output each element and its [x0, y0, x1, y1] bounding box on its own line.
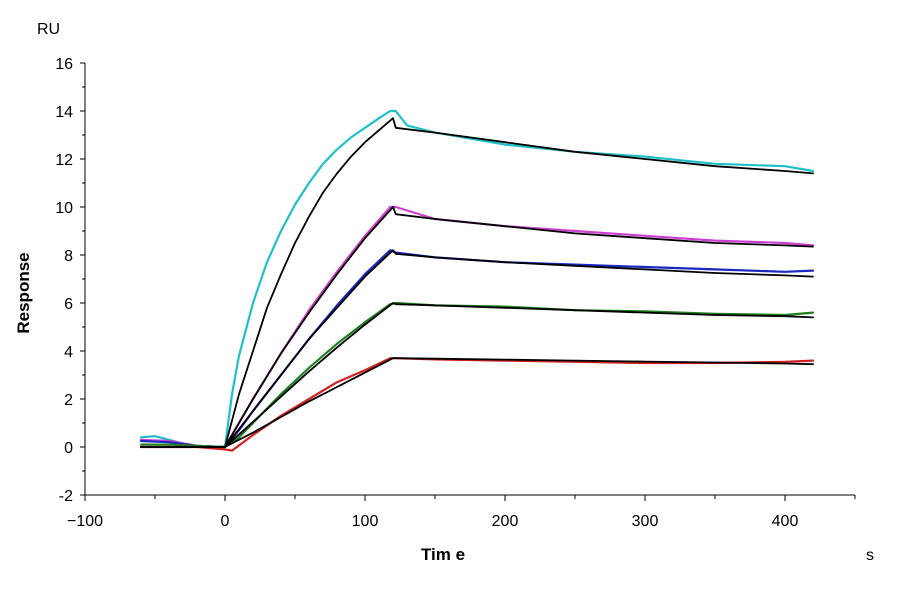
y-unit-label: RU — [37, 21, 60, 38]
fit-curve-line — [140, 357, 814, 448]
y-tick-label: 16 — [55, 56, 73, 73]
x-tick-label: 400 — [772, 513, 799, 530]
y-tick-label: 10 — [55, 200, 73, 217]
y-tick-label: 2 — [64, 392, 73, 409]
x-tick-label: 200 — [492, 513, 519, 530]
axes-layer — [84, 63, 855, 496]
fit-curve-line — [140, 117, 814, 448]
measured-curve-line — [139, 357, 815, 452]
y-tick-label: 12 — [55, 152, 73, 169]
y-axis-title: Response — [14, 252, 33, 333]
x-tick-label: 100 — [352, 513, 379, 530]
y-tick-label: 4 — [64, 344, 73, 361]
series-layer — [139, 109, 815, 452]
fit-curve-line — [140, 249, 814, 448]
x-axis-title: Tim e — [421, 545, 465, 564]
measured-curve-line — [139, 109, 815, 449]
x-tick-label: 300 — [632, 513, 659, 530]
fit-curve-line — [140, 302, 814, 448]
y-tick-label: 0 — [64, 440, 73, 457]
y-tick-label: 6 — [64, 296, 73, 313]
fit-curve-line — [140, 206, 814, 448]
ticks-layer: -2 0 2 4 6 8 10 12 14 16 −100 0 100 200 300 400 — [55, 56, 856, 530]
y-tick-label: -2 — [59, 488, 73, 505]
x-tick-label: 0 — [221, 513, 230, 530]
y-tick-label: 8 — [64, 248, 73, 265]
y-tick-label: 14 — [55, 104, 73, 121]
x-tick-label: −100 — [67, 513, 103, 530]
x-unit-label: s — [866, 547, 874, 564]
